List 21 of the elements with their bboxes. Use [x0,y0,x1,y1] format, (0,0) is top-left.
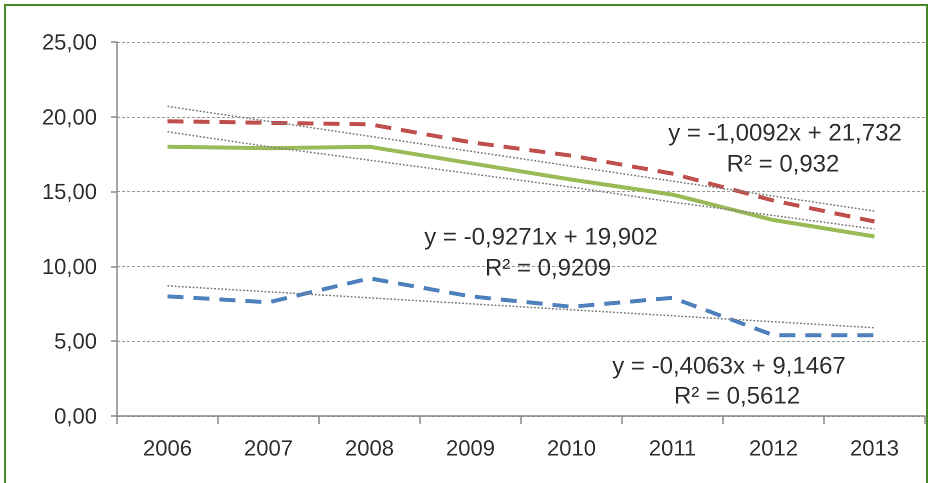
x-tick-label: 2006 [143,436,192,460]
annotation: y = -0,9271x + 19,902 [424,224,658,250]
annotation: y = -0,4063x + 9,1467 [612,352,846,380]
annotation: R² = 0,932 [726,150,840,178]
annotation: R² = 0,9209 [484,254,612,282]
x-tick-label: 2007 [244,436,293,460]
x-tick-label: 2009 [446,436,495,460]
y-tick-label: 15,00 [42,179,97,204]
y-tick-label: 0,00 [54,404,97,428]
x-tick-label: 2011 [648,436,696,460]
y-tick-label: 25,00 [42,30,97,54]
x-tick-label: 2012 [749,436,798,460]
y-tick-label: 20,00 [42,104,97,130]
annotation: R² = 0,5612 [674,382,800,410]
y-tick-label: 5,00 [54,328,97,354]
line-series [166,285,876,328]
y-tick-label: 10,00 [42,254,97,279]
x-tick-label: 2010 [547,436,596,460]
x-tick-label: 2008 [345,436,394,460]
x-tick-label: 2013 [850,436,899,460]
annotation: y = -1,0092x + 21,732 [668,120,902,146]
